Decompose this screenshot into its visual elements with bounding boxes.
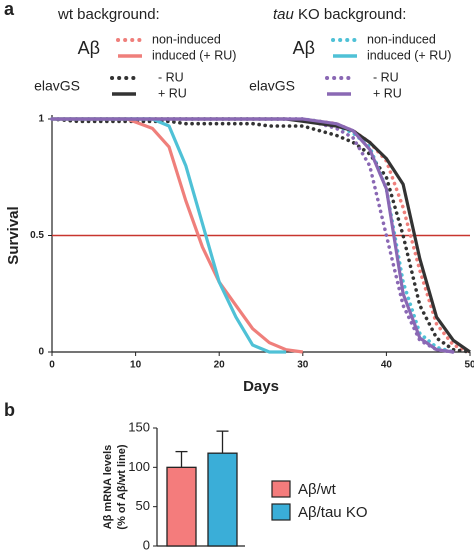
bar bbox=[207, 452, 238, 547]
survival-curve bbox=[50, 117, 472, 354]
y-axis-label: Survival bbox=[5, 206, 22, 264]
x-tick-label: 50 bbox=[464, 360, 474, 371]
legend-swatch bbox=[271, 503, 291, 521]
title-part: KO background: bbox=[294, 6, 407, 23]
legend-group-title: wt background: bbox=[57, 6, 160, 23]
y-tick-label: 0 bbox=[38, 347, 44, 358]
x-tick-label: 20 bbox=[214, 360, 226, 371]
legend-label: - RU bbox=[373, 70, 399, 84]
survival-curve bbox=[52, 117, 454, 354]
legend-row-label: Aβ bbox=[78, 38, 100, 58]
legend-label: non-induced bbox=[152, 32, 221, 46]
legend-label: Aβ/wt bbox=[298, 481, 337, 498]
x-tick-label: 40 bbox=[381, 360, 393, 371]
legend-label: Aβ/tau KO bbox=[298, 504, 368, 521]
y-tick-label: 100 bbox=[128, 459, 150, 474]
y-tick-label: 150 bbox=[128, 419, 150, 434]
y-axis-label: Aβ mRNA levels bbox=[102, 445, 114, 530]
x-tick-label: 30 bbox=[297, 360, 309, 371]
y-axis-label: (% of Aβ/wt line) bbox=[116, 444, 128, 529]
legend-label: induced (+ RU) bbox=[367, 48, 451, 62]
legend-row-label: elavGS bbox=[249, 78, 295, 94]
title-part: wt background: bbox=[57, 6, 160, 23]
legend-swatch bbox=[271, 480, 291, 498]
legend-row-label: elavGS bbox=[34, 78, 80, 94]
panel-label: b bbox=[4, 400, 15, 420]
legend-label: + RU bbox=[158, 86, 187, 100]
y-tick-label: 0 bbox=[143, 537, 150, 552]
x-tick-label: 10 bbox=[130, 360, 142, 371]
legend-row-label: Aβ bbox=[293, 38, 315, 58]
legend-label: + RU bbox=[373, 86, 402, 100]
x-axis-label: Days bbox=[243, 378, 279, 395]
legend-group-title: tau KO background: bbox=[273, 6, 406, 23]
bar bbox=[166, 466, 197, 547]
legend-label: non-induced bbox=[367, 32, 436, 46]
y-tick-label: 50 bbox=[136, 498, 150, 513]
panel-label: a bbox=[4, 0, 15, 19]
y-tick-label: 0.5 bbox=[30, 230, 44, 241]
y-tick-label: 1 bbox=[38, 114, 44, 125]
legend-label: induced (+ RU) bbox=[152, 48, 236, 62]
title-part: tau bbox=[273, 6, 295, 23]
legend-label: - RU bbox=[158, 70, 184, 84]
x-tick-label: 0 bbox=[49, 360, 55, 371]
